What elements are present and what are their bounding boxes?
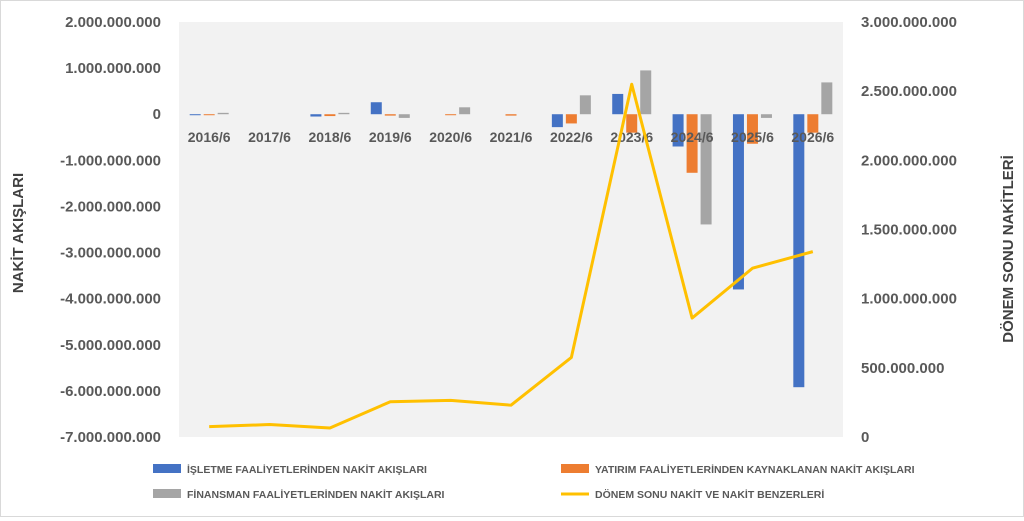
left-tick-label: 2.000.000.000 xyxy=(65,14,161,31)
bar-series1-2022/6 xyxy=(551,114,563,128)
line-layer xyxy=(209,82,814,430)
right-tick-label: 0 xyxy=(861,429,869,446)
bar-series1-2026/6 xyxy=(793,114,805,388)
right-tick-label: 3.000.000.000 xyxy=(861,14,957,31)
legend: İŞLETME FAALİYETLERİNDEN NAKİT AKIŞLARI Y… xyxy=(153,463,915,501)
left-tick-label: 1.000.000.000 xyxy=(65,60,161,77)
legend-label-3: FİNANSMAN FAALİYETLERİNDEN NAKİT AKIŞLAR… xyxy=(187,488,445,501)
x-tick-label: 2021/6 xyxy=(490,129,533,145)
x-tick-label: 2022/6 xyxy=(550,129,593,145)
bar-series1-2024/6 xyxy=(672,114,684,147)
bar-series3-2016/6 xyxy=(217,112,229,115)
x-axis-tick-labels: 2016/6 2017/6 2018/6 2019/6 2020/6 2021/6 2022… xyxy=(188,129,835,145)
plot-area xyxy=(179,22,843,437)
legend-label-4: DÖNEM SONU NAKİT VE NAKİT BENZERLERİ xyxy=(595,488,824,501)
left-tick-label: -5.000.000.000 xyxy=(60,337,161,354)
x-tick-label: 2025/6 xyxy=(731,129,774,145)
left-tick-label: -1.000.000.000 xyxy=(60,152,161,169)
bar-series2-2018/6 xyxy=(324,114,336,117)
bar-series2-2022/6 xyxy=(565,114,577,124)
bar-series3-2020/6 xyxy=(459,107,471,115)
bar-series2-2025/6 xyxy=(746,114,758,144)
bar-series2-2026/6 xyxy=(807,114,819,133)
x-tick-label: 2024/6 xyxy=(671,129,714,145)
bar-series3-2026/6 xyxy=(821,82,833,115)
right-axis-title: DÖNEM SONU NAKİTLERİ xyxy=(1000,155,1017,343)
legend-swatch-3 xyxy=(153,489,181,498)
x-tick-label: 2019/6 xyxy=(369,129,412,145)
x-tick-label: 2020/6 xyxy=(429,129,472,145)
left-axis-tick-labels: 2.000.000.000 1.000.000.000 0 -1.000.000.00… xyxy=(60,14,161,446)
bars-layer xyxy=(189,70,833,388)
right-tick-label: 1.000.000.000 xyxy=(861,291,957,308)
bar-series1-2025/6 xyxy=(732,114,744,290)
bar-series2-2023/6 xyxy=(626,114,638,133)
bar-series1-2016/6 xyxy=(189,114,201,116)
bar-series2-2020/6 xyxy=(445,114,457,116)
legend-label-1: İŞLETME FAALİYETLERİNDEN NAKİT AKIŞLARI xyxy=(187,463,427,476)
bar-series2-2016/6 xyxy=(203,114,215,116)
bar-series3-2024/6 xyxy=(700,114,712,225)
left-tick-label: -4.000.000.000 xyxy=(60,291,161,308)
bar-series2-2021/6 xyxy=(505,114,517,116)
left-axis-title: NAKİT AKIŞLARI xyxy=(10,173,27,293)
left-tick-label: 0 xyxy=(153,106,161,123)
left-tick-label: -2.000.000.000 xyxy=(60,198,161,215)
left-tick-label: -6.000.000.000 xyxy=(60,383,161,400)
right-tick-label: 500.000.000 xyxy=(861,360,944,377)
bar-series3-2023/6 xyxy=(640,70,652,115)
x-tick-label: 2016/6 xyxy=(188,129,231,145)
bar-series3-2018/6 xyxy=(338,112,350,115)
line-series-cash-balance xyxy=(209,82,814,430)
bar-series1-2018/6 xyxy=(310,114,322,117)
legend-swatch-1 xyxy=(153,464,181,473)
bar-series3-2022/6 xyxy=(579,95,591,115)
right-axis-tick-labels: 3.000.000.000 2.500.000.000 2.000.000.000 1… xyxy=(861,14,957,446)
bar-series1-2019/6 xyxy=(370,102,382,115)
x-tick-label: 2017/6 xyxy=(248,129,291,145)
bar-series2-2024/6 xyxy=(686,114,698,173)
right-tick-label: 2.500.000.000 xyxy=(861,83,957,100)
left-tick-label: -3.000.000.000 xyxy=(60,245,161,262)
x-tick-label: 2026/6 xyxy=(791,129,834,145)
bar-series3-2019/6 xyxy=(398,114,410,118)
right-tick-label: 1.500.000.000 xyxy=(861,222,957,239)
bar-series2-2019/6 xyxy=(384,114,396,116)
left-tick-label: -7.000.000.000 xyxy=(60,429,161,446)
x-tick-label: 2018/6 xyxy=(308,129,351,145)
legend-swatch-2 xyxy=(561,464,589,473)
bar-series1-2023/6 xyxy=(612,93,624,115)
bar-series3-2025/6 xyxy=(760,114,772,118)
legend-label-2: YATIRIM FAALİYETLERİNDEN KAYNAKLANAN NAK… xyxy=(595,463,915,476)
right-tick-label: 2.000.000.000 xyxy=(861,152,957,169)
